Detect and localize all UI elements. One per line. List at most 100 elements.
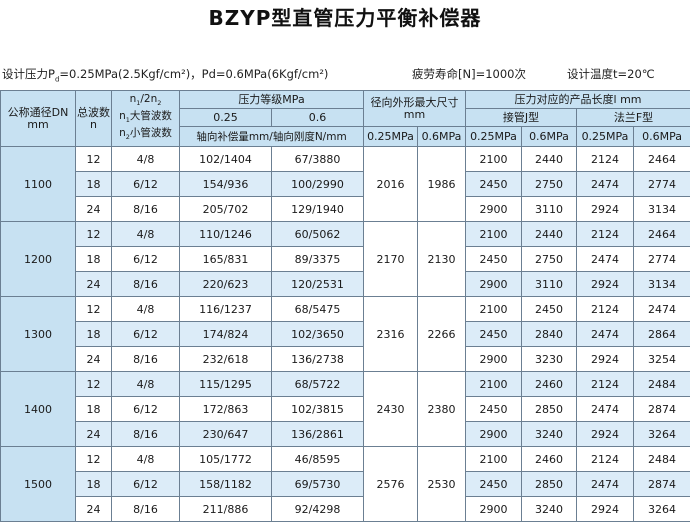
ratio-cell: 4/8 (111, 146, 180, 172)
header-od-025: 0.25MPa (363, 126, 418, 147)
table-row: 18 6/12 165/831 89/3375 2450 2750 2474 2… (1, 246, 690, 272)
header-wave-ratio: n1/2n2 n1大管波数 n2小管波数 (111, 90, 180, 147)
header-dn-label: 公称通径DN (7, 105, 69, 119)
header-waves-label: 总波数 (77, 105, 110, 119)
axial-06-cell: 89/3375 (271, 246, 364, 272)
j-06-cell: 2850 (521, 396, 577, 422)
f-025-cell: 2924 (576, 346, 634, 372)
waves-cell: 18 (75, 471, 112, 497)
header-waves-unit: n (90, 117, 97, 131)
header-f-025: 0.25MPa (576, 126, 634, 147)
j-06-cell: 2450 (521, 296, 577, 322)
ratio-cell: 4/8 (111, 371, 180, 397)
design-pressure-prefix: 设计压力P (2, 67, 55, 81)
f-06-cell: 3254 (632, 346, 690, 372)
axial-025-cell: 102/1404 (179, 146, 272, 172)
f-06-cell: 2484 (632, 371, 690, 397)
axial-06-cell: 136/2861 (271, 421, 364, 447)
axial-025-cell: 174/824 (179, 321, 272, 347)
dn-cell: 1500 (0, 446, 76, 522)
f-06-cell: 2464 (632, 221, 690, 247)
j-06-cell: 2460 (521, 371, 577, 397)
f-025-cell: 2924 (576, 196, 634, 222)
axial-06-cell: 102/3815 (271, 396, 364, 422)
waves-cell: 24 (75, 271, 112, 297)
header-dn-unit: mm (27, 117, 49, 131)
od-06-cell: 2266 (417, 296, 466, 372)
axial-025-cell: 116/1237 (179, 296, 272, 322)
header-p06: 0.6 (271, 108, 364, 127)
header-flange-f: 法兰F型 (575, 108, 690, 127)
f-025-cell: 2124 (576, 371, 634, 397)
axial-025-cell: 158/1182 (179, 471, 272, 497)
j-025-cell: 2900 (465, 196, 522, 222)
header-od-max-label: 径向外形最大尺寸 (370, 95, 459, 109)
f-025-cell: 2924 (576, 496, 634, 522)
f-06-cell: 3264 (632, 496, 690, 522)
waves-cell: 12 (75, 296, 112, 322)
waves-cell: 24 (75, 496, 112, 522)
j-06-cell: 3240 (521, 421, 577, 447)
f-06-cell: 3134 (632, 196, 690, 222)
j-025-cell: 2450 (465, 171, 522, 197)
j-025-cell: 2100 (465, 296, 522, 322)
table-row: 18 6/12 154/936 100/2990 2450 2750 2474 … (1, 171, 690, 197)
f-025-cell: 2474 (576, 396, 634, 422)
j-025-cell: 2100 (465, 146, 522, 172)
j-025-cell: 2900 (465, 421, 522, 447)
dn-cell: 1400 (0, 371, 76, 447)
j-06-cell: 3110 (521, 196, 577, 222)
header-j-025: 0.25MPa (465, 126, 522, 147)
header-waves: 总波数 n (75, 90, 112, 147)
od-06-cell: 1986 (417, 146, 466, 222)
design-pressure-values: =0.25MPa(2.5Kgf/cm²)，Pd=0.6MPa(6Kgf/cm²) (59, 67, 329, 81)
header-f-06: 0.6MPa (632, 126, 690, 147)
f-025-cell: 2124 (576, 296, 634, 322)
ratio-cell: 6/12 (111, 321, 180, 347)
j-025-cell: 2450 (465, 396, 522, 422)
table-row: 1100 12 4/8 102/1404 67/3880 2016 1986 2… (0, 146, 690, 222)
table-row: 1200 12 4/8 110/1246 60/5062 2170 2130 2… (0, 221, 690, 297)
table-row: 24 8/16 230/647 136/2861 2900 3240 2924 … (1, 421, 690, 447)
ratio-cell: 8/16 (111, 346, 180, 372)
design-temperature-note: 设计温度t=20℃ (567, 67, 655, 81)
ratio-cell: 8/16 (111, 421, 180, 447)
ratio-cell: 8/16 (111, 196, 180, 222)
dn-cell: 1100 (0, 146, 76, 222)
table-row: 1500 12 4/8 105/1772 46/8595 2576 2530 2… (0, 446, 690, 522)
header-dn: 公称通径DN mm (0, 90, 76, 147)
f-06-cell: 2774 (632, 171, 690, 197)
page-title: BZYP型直管压力平衡补偿器 (208, 6, 482, 30)
table-row: 24 8/16 220/623 120/2531 2900 3110 2924 … (1, 271, 690, 297)
header-od-max: 径向外形最大尺寸 mm (363, 90, 466, 127)
waves-cell: 24 (75, 421, 112, 447)
table-row: 24 8/16 211/886 92/4298 2900 3240 2924 3… (1, 496, 690, 522)
table-row: 18 6/12 158/1182 69/5730 2450 2850 2474 … (1, 471, 690, 497)
j-06-cell: 3230 (521, 346, 577, 372)
f-025-cell: 2924 (576, 421, 634, 447)
f-025-cell: 2474 (576, 171, 634, 197)
waves-cell: 12 (75, 446, 112, 472)
header-od-06: 0.6MPa (417, 126, 466, 147)
axial-025-cell: 110/1246 (179, 221, 272, 247)
od-06-cell: 2380 (417, 371, 466, 447)
ratio-cell: 8/16 (111, 496, 180, 522)
ratio-cell: 6/12 (111, 246, 180, 272)
j-025-cell: 2100 (465, 371, 522, 397)
dn-cell: 1300 (0, 296, 76, 372)
axial-025-cell: 105/1772 (179, 446, 272, 472)
f-025-cell: 2474 (576, 321, 634, 347)
axial-06-cell: 46/8595 (271, 446, 364, 472)
design-pressure-subscript: d (54, 75, 60, 84)
od-025-cell: 2016 (363, 146, 418, 222)
header-ratio-line3: n2小管波数 (119, 127, 172, 142)
j-025-cell: 2900 (465, 346, 522, 372)
od-025-cell: 2316 (363, 296, 418, 372)
j-06-cell: 3240 (521, 496, 577, 522)
f-06-cell: 2484 (632, 446, 690, 472)
f-06-cell: 2774 (632, 246, 690, 272)
ratio-cell: 8/16 (111, 271, 180, 297)
axial-025-cell: 165/831 (179, 246, 272, 272)
table-row: 24 8/16 205/702 129/1940 2900 3110 2924 … (1, 196, 690, 222)
f-025-cell: 2124 (576, 221, 634, 247)
